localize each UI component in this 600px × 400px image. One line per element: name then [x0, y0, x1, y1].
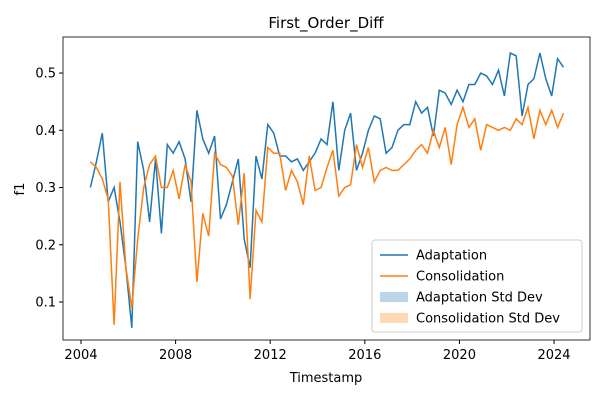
legend-label: Adaptation Std Dev	[416, 291, 543, 306]
x-tick-label: 2008	[159, 348, 192, 363]
legend-label: Consolidation	[416, 270, 504, 285]
chart-title: First_Order_Diff	[268, 14, 384, 33]
x-tick-label: 2004	[64, 348, 97, 363]
legend-label: Adaptation	[416, 249, 487, 264]
x-tick-label: 2012	[254, 348, 287, 363]
legend-box	[371, 239, 583, 333]
x-tick-label: 2024	[537, 348, 570, 363]
y-tick-label: 0.5	[35, 67, 56, 82]
x-axis-label: Timestamp	[289, 371, 363, 386]
y-tick-label: 0.4	[35, 124, 56, 139]
x-tick-label: 2020	[443, 348, 476, 363]
legend-label: Consolidation Std Dev	[416, 312, 560, 327]
legend-swatch	[380, 313, 408, 323]
y-axis-label: f1	[13, 183, 28, 196]
legend-swatch	[380, 292, 408, 302]
y-tick-label: 0.1	[35, 295, 56, 310]
x-tick-label: 2016	[348, 348, 381, 363]
y-tick-label: 0.3	[35, 181, 56, 196]
y-tick-label: 0.2	[35, 238, 56, 253]
plot-frame	[62, 36, 591, 341]
data-line	[89, 104, 565, 325]
data-line	[89, 51, 565, 328]
